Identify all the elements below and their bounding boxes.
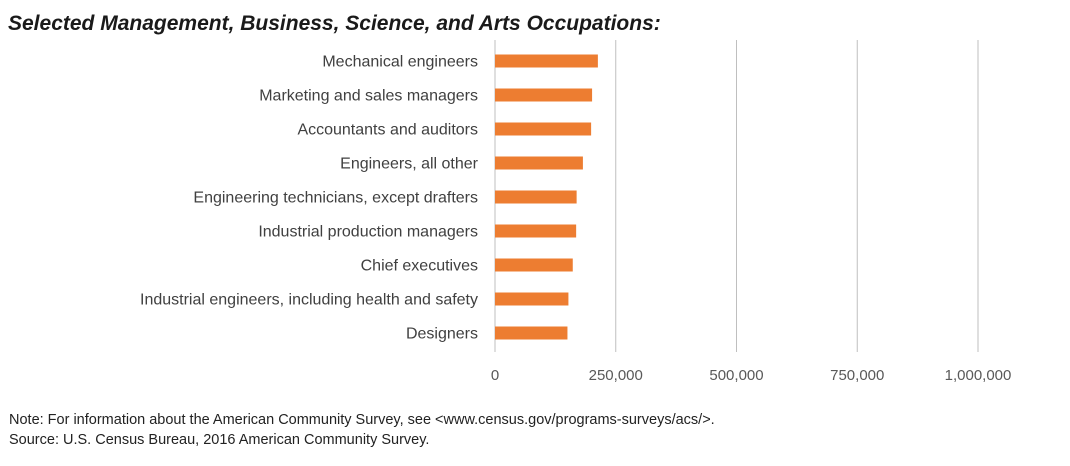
x-tick-label: 750,000: [830, 367, 884, 384]
note-text: Note: For information about the American…: [9, 412, 715, 428]
category-label: Engineering technicians, except drafters: [193, 190, 478, 207]
chart-title: Selected Management, Business, Science, …: [8, 12, 661, 35]
category-label: Industrial production managers: [258, 224, 478, 241]
category-label: Accountants and auditors: [297, 122, 478, 139]
x-tick-label: 250,000: [589, 367, 643, 384]
bar: [495, 326, 568, 340]
bar: [495, 258, 573, 272]
bar: [495, 156, 583, 170]
category-label: Chief executives: [361, 258, 478, 275]
bar: [495, 88, 593, 102]
bar: [495, 54, 598, 68]
category-label: Engineers, all other: [340, 156, 479, 173]
category-label: Industrial engineers, including health a…: [140, 292, 478, 309]
x-tick-label: 500,000: [709, 367, 763, 384]
bar: [495, 122, 592, 136]
source-text: Source: U.S. Census Bureau, 2016 America…: [9, 432, 430, 448]
bar: [495, 292, 569, 306]
bar: [495, 224, 577, 238]
x-tick-label: 0: [491, 367, 499, 384]
chart-notes: Note: For information about the American…: [9, 410, 715, 450]
bar-chart: 0 250,000 500,000 750,000 1,000,000 Mechanica…: [140, 40, 1012, 384]
x-tick-label: 1,000,000: [945, 367, 1012, 384]
bar: [495, 190, 577, 204]
category-label: Designers: [406, 326, 478, 343]
category-label: Mechanical engineers: [322, 54, 478, 71]
category-label: Marketing and sales managers: [259, 88, 478, 105]
